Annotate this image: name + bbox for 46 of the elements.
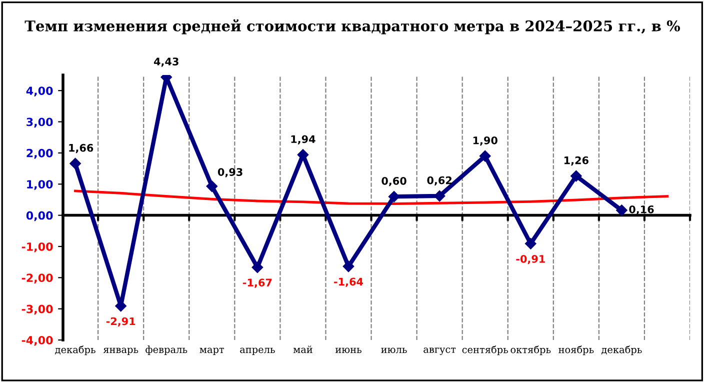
data-label: 1,90	[473, 136, 498, 146]
x-tick-label: май	[293, 346, 312, 354]
point	[70, 158, 81, 170]
y-tick-label: -3,00	[22, 304, 53, 315]
line-series	[74, 190, 668, 206]
data-label: -0,91	[516, 254, 545, 264]
x-tick-label: январь	[103, 348, 138, 355]
x-tick-label: октябрь	[510, 346, 551, 356]
y-tick-label: -1,00	[22, 242, 53, 252]
point	[297, 149, 309, 160]
point	[616, 204, 628, 216]
data-label: 1,94	[291, 135, 316, 144]
point	[342, 260, 354, 272]
data-label: 0,93	[218, 168, 242, 178]
point	[252, 262, 264, 273]
chart-title: Темп изменения средней стоимости квадратного метра в 2024–2025 гг., в %	[24, 19, 680, 34]
y-tick-label: 4,00	[26, 86, 53, 96]
point	[206, 180, 218, 192]
data-label: 0,16	[629, 205, 654, 215]
data-label: -1,64	[334, 278, 364, 287]
y-tick-label: 0,00	[26, 211, 53, 222]
x-tick-label: июнь	[335, 348, 362, 354]
data-label: -2,91	[106, 317, 136, 327]
data-label: 4,43	[154, 58, 178, 67]
data-label: 0,60	[382, 176, 406, 186]
y-tick-label: -4,00	[22, 336, 53, 346]
point	[479, 150, 491, 162]
x-tick-label: сентябрь	[462, 346, 508, 356]
x-tick-label: август	[424, 348, 456, 355]
data-label: 1,66	[69, 144, 94, 154]
y-tick-label: -2,00	[22, 274, 53, 284]
x-tick-label: ноябрь	[558, 346, 594, 356]
x-tick-label: июль	[381, 348, 407, 354]
x-tick-label: февраль	[146, 346, 188, 355]
x-tick-label: март	[200, 348, 224, 355]
y-tick-label: 1,00	[27, 180, 53, 190]
data-label: -1,67	[242, 278, 272, 288]
y-tick-label: 3,00	[26, 118, 53, 128]
data-label: 1,26	[564, 156, 588, 166]
x-tick-label: декабрь	[55, 346, 96, 356]
data-label: 0,62	[427, 176, 452, 186]
y-tick-label: 2,00	[26, 148, 53, 159]
point	[570, 170, 582, 182]
x-tick-label: декабрь	[602, 346, 642, 356]
point	[525, 238, 536, 250]
x-tick-label: апрель	[240, 348, 275, 355]
